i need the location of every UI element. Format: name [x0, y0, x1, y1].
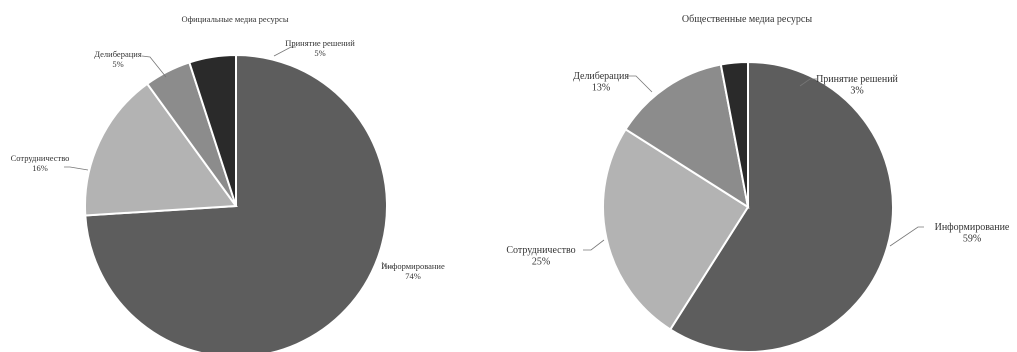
- leader-line-informing: [381, 261, 392, 268]
- slice-category-decision-making: Принятие решений: [285, 38, 355, 48]
- slice-percent-informing: 74%: [405, 271, 421, 281]
- slice-label-decision-making: Принятие решений 5%: [285, 38, 355, 58]
- pie-slices-official: [84, 53, 388, 352]
- slice-category-collaboration: Сотрудничество: [506, 245, 575, 256]
- pie-slice-deliberation: [624, 63, 750, 210]
- leader-line-decision-making: [799, 78, 817, 87]
- slice-label-informing: Информирование 74%: [381, 261, 445, 281]
- leader-line-informing: [889, 226, 924, 247]
- slice-category-informing: Информирование: [935, 222, 1010, 233]
- slice-percent-deliberation: 13%: [592, 83, 610, 94]
- slice-category-deliberation: Делиберация: [573, 71, 629, 82]
- leader-line-deliberation: [628, 75, 653, 93]
- chart-title-public: Общественные медиа ресурсы: [682, 14, 812, 25]
- leader-line-decision-making: [273, 46, 296, 57]
- slice-percent-informing: 59%: [963, 234, 981, 245]
- slice-percent-collaboration: 16%: [32, 163, 48, 173]
- slice-percent-collaboration: 25%: [532, 257, 550, 268]
- slice-label-collaboration: Сотрудничество 16%: [11, 153, 70, 173]
- pie-labels-public: Информирование 59% Сотрудничество 25% Делибе…: [506, 71, 1010, 268]
- slice-percent-deliberation: 5%: [112, 59, 123, 69]
- pie-slice-decision-making: [188, 53, 237, 207]
- slice-category-decision-making: Принятие решений: [816, 74, 898, 85]
- slice-percent-decision-making: 5%: [314, 48, 325, 58]
- pie-slice-decision-making: [719, 60, 749, 208]
- pie-slice-collaboration: [602, 127, 750, 331]
- slice-label-decision-making: Принятие решений 3%: [816, 74, 898, 97]
- pie-slices-public: [602, 60, 894, 352]
- leader-line-collaboration: [583, 239, 605, 251]
- slice-label-deliberation: Делиберация 5%: [94, 49, 142, 69]
- slice-category-informing: Информирование: [381, 261, 445, 271]
- slice-percent-decision-making: 3%: [850, 86, 863, 97]
- pie-slice-collaboration: [84, 82, 238, 217]
- pie-chart-public: Общественные медиа ресурсы Информировани…: [506, 14, 1010, 352]
- slice-label-deliberation: Делиберация 13%: [573, 71, 629, 94]
- slice-category-deliberation: Делиберация: [94, 49, 142, 59]
- pie-labels-official: Информирование 74% Сотрудничество 16% Делибе…: [11, 38, 445, 281]
- chart-title-official: Официальные медиа ресурсы: [181, 14, 288, 24]
- leader-line-deliberation: [141, 55, 167, 78]
- slice-label-collaboration: Сотрудничество 25%: [506, 245, 575, 268]
- slice-label-informing: Информирование 59%: [935, 222, 1010, 245]
- leader-line-collaboration: [64, 166, 89, 171]
- pie-chart-official: Официальные медиа ресурсы Информирование…: [11, 14, 445, 352]
- slice-category-collaboration: Сотрудничество: [11, 153, 70, 163]
